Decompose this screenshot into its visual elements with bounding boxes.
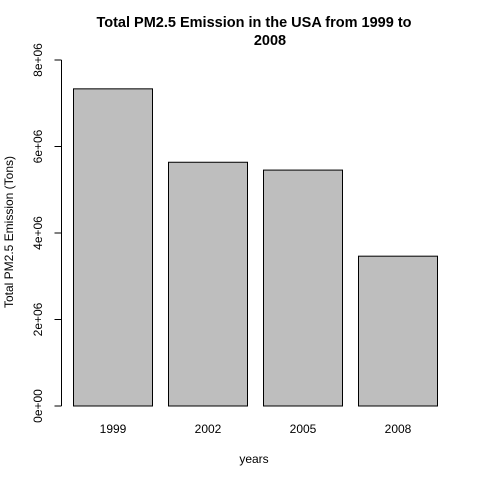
y-axis-label: Total PM2.5 Emission (Tons): [2, 156, 16, 308]
x-tick-label-2005: 2005: [290, 422, 317, 436]
x-axis-labels: 1999 2002 2005 2008: [100, 422, 412, 436]
y-tick-label: 8e+06: [31, 43, 45, 77]
chart-title-line-1: Total PM2.5 Emission in the USA from 199…: [96, 15, 411, 31]
bar-2008: [358, 255, 438, 407]
y-tick-label: 2e+06: [31, 302, 45, 336]
x-tick-label-1999: 1999: [100, 422, 127, 436]
bar-2002: [168, 161, 248, 407]
chart-title-line-2: 2008: [254, 33, 286, 49]
bar-2005: [263, 169, 343, 407]
x-axis-label: years: [239, 452, 268, 466]
x-tick-label-2002: 2002: [195, 422, 222, 436]
y-axis: 0e+00 2e+06 4e+06 6e+06 8e+06: [31, 43, 62, 423]
y-tick-label: 0e+00: [31, 389, 45, 423]
y-tick-label: 4e+06: [31, 216, 45, 250]
y-tick-label: 6e+06: [31, 129, 45, 163]
bar-1999: [73, 88, 153, 407]
bars-group: [73, 88, 438, 407]
x-tick-label-2008: 2008: [385, 422, 412, 436]
